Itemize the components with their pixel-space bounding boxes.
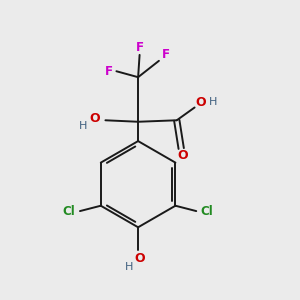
Text: O: O [177,149,188,162]
Text: O: O [195,96,206,109]
Text: F: F [104,65,112,78]
Text: O: O [90,112,100,125]
Text: H: H [209,98,218,107]
Text: Cl: Cl [201,205,214,218]
Text: Cl: Cl [63,205,75,218]
Text: H: H [124,262,133,272]
Text: H: H [79,121,87,130]
Text: F: F [136,41,144,54]
Text: F: F [162,48,170,62]
Text: O: O [134,252,145,265]
